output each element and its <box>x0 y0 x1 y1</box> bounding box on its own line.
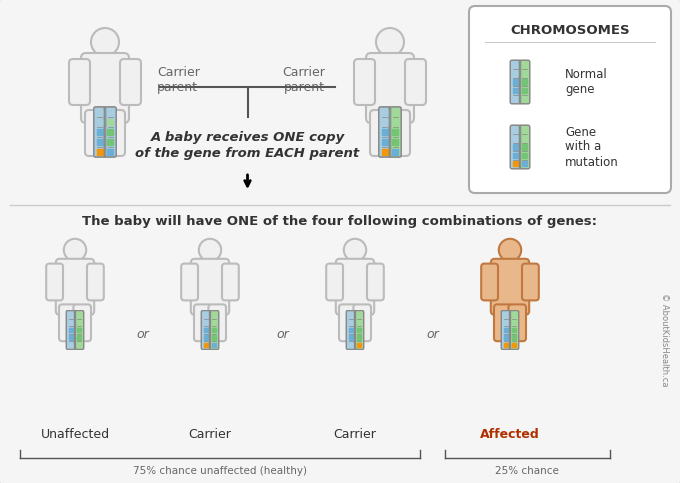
FancyBboxPatch shape <box>346 311 356 349</box>
Text: Carrier: Carrier <box>188 428 231 441</box>
FancyBboxPatch shape <box>194 304 211 341</box>
Bar <box>522 88 527 93</box>
Circle shape <box>344 239 367 261</box>
FancyBboxPatch shape <box>469 6 671 193</box>
Circle shape <box>91 28 119 56</box>
Bar <box>381 110 388 115</box>
Text: Unaffected: Unaffected <box>40 428 109 441</box>
Bar <box>522 62 527 68</box>
FancyBboxPatch shape <box>354 311 364 349</box>
Bar <box>203 313 208 317</box>
Text: © AboutKidsHealth.ca: © AboutKidsHealth.ca <box>660 293 670 387</box>
Bar <box>97 139 103 145</box>
Bar <box>381 148 388 155</box>
FancyBboxPatch shape <box>494 304 511 341</box>
FancyBboxPatch shape <box>94 107 106 157</box>
Bar <box>381 139 388 145</box>
Bar <box>97 129 103 135</box>
FancyBboxPatch shape <box>405 59 426 105</box>
Bar <box>211 327 216 332</box>
Bar <box>69 343 73 347</box>
Bar <box>97 119 103 125</box>
Bar <box>77 343 82 347</box>
FancyBboxPatch shape <box>201 311 211 349</box>
Bar <box>504 320 508 325</box>
Bar <box>392 139 398 145</box>
Bar <box>513 62 518 68</box>
Bar <box>107 148 114 155</box>
FancyBboxPatch shape <box>56 259 95 315</box>
Bar <box>349 343 354 347</box>
Bar <box>381 129 388 135</box>
Bar <box>97 148 103 155</box>
FancyBboxPatch shape <box>520 60 530 104</box>
Bar <box>107 110 114 115</box>
FancyBboxPatch shape <box>389 107 401 157</box>
Bar <box>512 327 516 332</box>
Bar <box>97 110 103 115</box>
Bar <box>522 96 527 101</box>
Bar <box>211 313 216 317</box>
Bar <box>357 313 361 317</box>
Circle shape <box>199 239 221 261</box>
FancyBboxPatch shape <box>367 264 384 300</box>
FancyBboxPatch shape <box>120 59 141 105</box>
Bar <box>504 313 508 317</box>
Bar <box>69 313 73 317</box>
FancyBboxPatch shape <box>46 264 63 300</box>
Bar <box>513 144 518 150</box>
Bar <box>211 335 216 340</box>
Bar <box>203 343 208 347</box>
Bar <box>392 129 398 135</box>
Bar <box>203 327 208 332</box>
Bar <box>504 343 508 347</box>
Circle shape <box>64 239 86 261</box>
Bar <box>203 320 208 325</box>
Bar <box>349 313 354 317</box>
Bar <box>357 335 361 340</box>
Bar <box>77 320 82 325</box>
Bar <box>513 136 518 141</box>
FancyBboxPatch shape <box>66 311 75 349</box>
Bar <box>349 327 354 332</box>
Bar <box>504 335 508 340</box>
Bar <box>522 144 527 150</box>
Text: CHROMOSOMES: CHROMOSOMES <box>510 24 630 37</box>
FancyBboxPatch shape <box>336 259 374 315</box>
FancyBboxPatch shape <box>222 264 239 300</box>
Bar <box>522 136 527 141</box>
Bar <box>513 79 518 85</box>
Bar <box>392 119 398 125</box>
FancyBboxPatch shape <box>354 304 371 341</box>
Bar <box>512 320 516 325</box>
Bar <box>381 119 388 125</box>
Bar <box>349 320 354 325</box>
Bar <box>203 335 208 340</box>
FancyBboxPatch shape <box>370 110 392 156</box>
FancyBboxPatch shape <box>181 264 198 300</box>
FancyBboxPatch shape <box>520 125 530 169</box>
FancyBboxPatch shape <box>85 110 107 156</box>
Bar <box>513 96 518 101</box>
Text: 75% chance unaffected (healthy): 75% chance unaffected (healthy) <box>133 466 307 476</box>
Bar <box>512 335 516 340</box>
Bar <box>522 79 527 85</box>
Bar <box>392 110 398 115</box>
FancyBboxPatch shape <box>481 264 498 300</box>
Bar <box>77 335 82 340</box>
Text: Affected: Affected <box>480 428 540 441</box>
Bar <box>107 139 114 145</box>
FancyBboxPatch shape <box>209 311 219 349</box>
Bar <box>513 161 518 167</box>
Text: of the gene from EACH parent: of the gene from EACH parent <box>135 146 360 159</box>
Text: Carrier
parent: Carrier parent <box>157 66 200 94</box>
FancyBboxPatch shape <box>208 304 226 341</box>
Text: or: or <box>136 328 149 341</box>
FancyBboxPatch shape <box>491 259 529 315</box>
Bar <box>107 119 114 125</box>
FancyBboxPatch shape <box>326 264 343 300</box>
FancyBboxPatch shape <box>104 107 116 157</box>
FancyBboxPatch shape <box>69 59 90 105</box>
FancyBboxPatch shape <box>81 53 129 123</box>
